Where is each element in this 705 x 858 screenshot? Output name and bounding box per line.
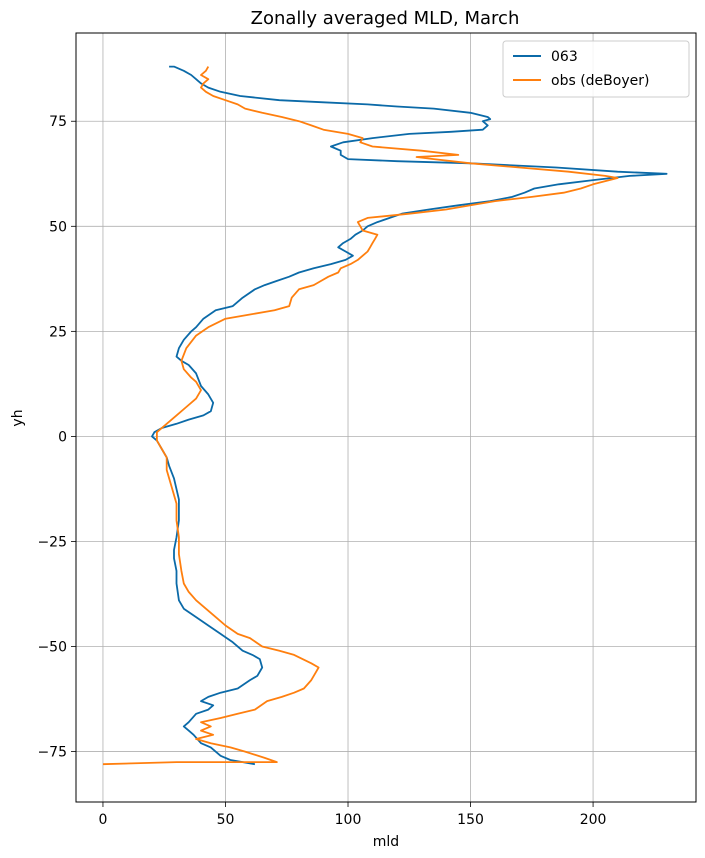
y-tick-label: −25 xyxy=(37,534,67,550)
grid-layer xyxy=(76,33,696,802)
chart-title: Zonally averaged MLD, March xyxy=(251,8,520,29)
x-tick-label: 100 xyxy=(335,812,362,828)
y-tick-label: 50 xyxy=(49,219,67,235)
legend-box xyxy=(502,40,690,98)
x-tick-label: 150 xyxy=(457,812,484,828)
y-tick-label: 0 xyxy=(58,429,67,445)
y-tick-label: −75 xyxy=(37,745,67,761)
x-tick-label: 0 xyxy=(98,812,107,828)
legend-label: obs (deBoyer) xyxy=(551,73,649,89)
legend-label: 063 xyxy=(551,49,578,65)
y-tick-label: −50 xyxy=(37,640,67,656)
y-tick-label: 75 xyxy=(49,114,67,130)
x-axis-label: mld xyxy=(373,834,399,850)
x-tick-label: 200 xyxy=(580,812,607,828)
series-line-0 xyxy=(151,65,668,766)
x-tick-label: 50 xyxy=(217,812,235,828)
series-layer xyxy=(102,65,668,766)
legend: 063 obs (deBoyer) xyxy=(502,40,690,98)
y-axis-label: yh xyxy=(10,409,26,426)
tick-layer: 0 50 100 150 200 −75 −50 −25 0 25 50 75 xyxy=(37,114,606,828)
y-tick-label: 25 xyxy=(49,324,67,340)
series-line-1 xyxy=(102,66,619,766)
plot-frame xyxy=(75,32,697,803)
